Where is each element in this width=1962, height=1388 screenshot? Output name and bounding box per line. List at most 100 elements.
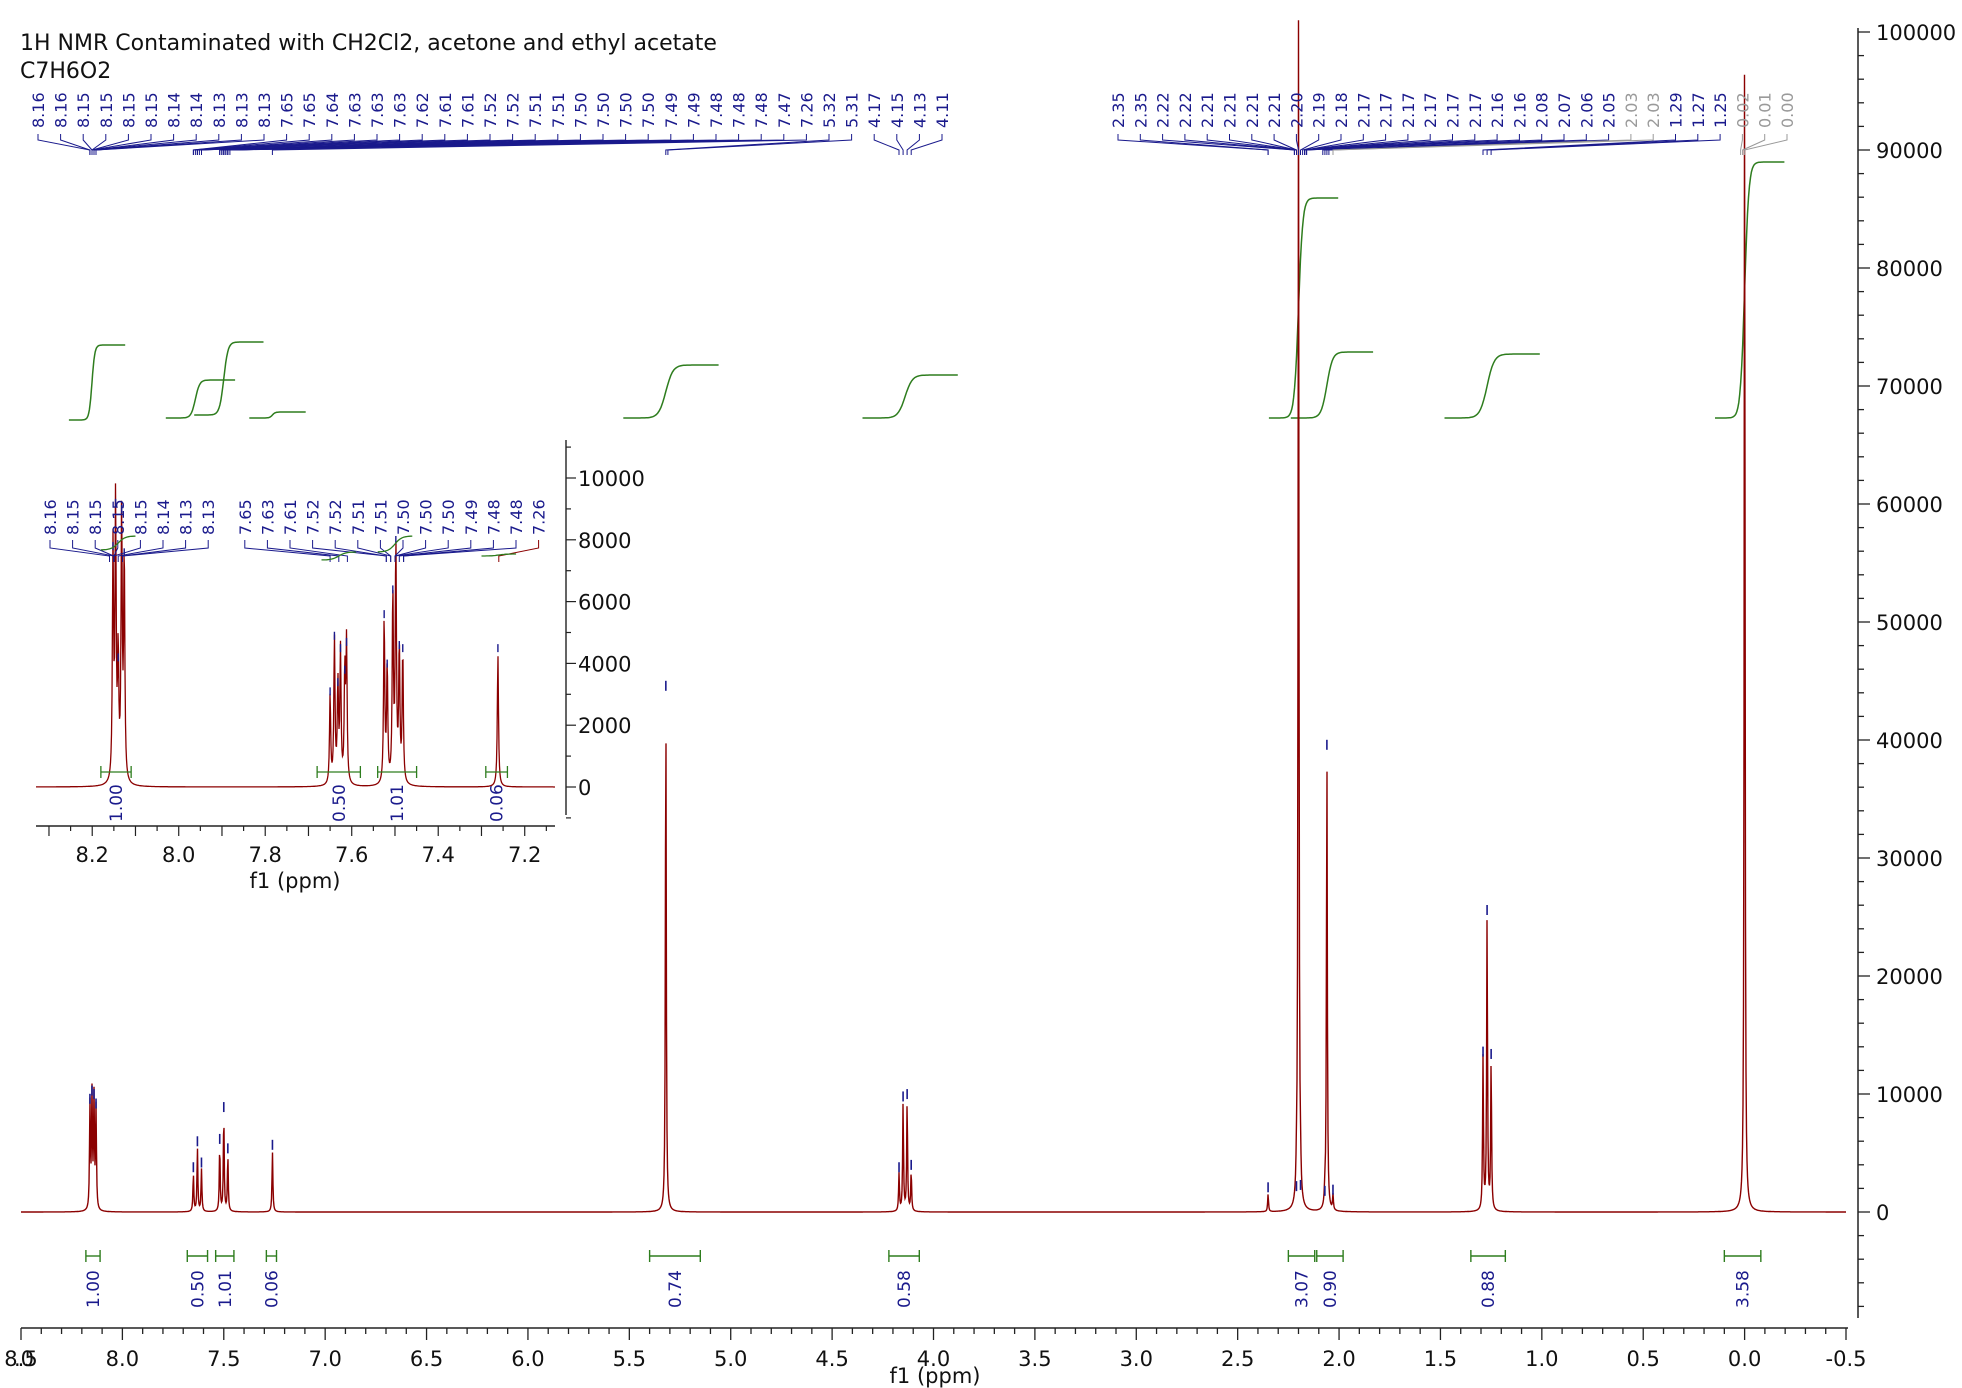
inset-x-tick-label: 7.4 xyxy=(422,843,455,867)
inset-peak-label: 8.13 xyxy=(177,499,196,535)
main-x-tick-label: 1.5 xyxy=(1424,1347,1457,1371)
inset-peak-label-connector xyxy=(498,540,540,562)
main-peak-label-connector xyxy=(82,134,93,155)
main-peak-label: 2.17 xyxy=(1354,92,1373,128)
main-peak-label: 7.50 xyxy=(617,92,636,128)
main-peak-label-connector xyxy=(1300,134,1320,155)
main-peak-label-connector xyxy=(201,134,468,155)
title-block: 1H NMR Contaminated with CH2Cl2, acetone… xyxy=(20,30,717,86)
inset-peak-label: 7.26 xyxy=(530,499,549,535)
main-x-tick-label: 8.5 xyxy=(4,1347,37,1371)
inset-peak-label-connector xyxy=(244,540,331,562)
main-y-tick-label: 50000 xyxy=(1876,611,1943,635)
main-peak-label: 2.17 xyxy=(1466,92,1485,128)
inset-peak-label-connector xyxy=(394,540,449,562)
main-peak-label: 8.16 xyxy=(29,92,48,128)
main-x-tick-label: 3.5 xyxy=(1018,1347,1051,1371)
inset-integral-value: 1.01 xyxy=(388,784,408,822)
main-integral-curve xyxy=(194,341,264,416)
main-peak-label-connector xyxy=(1482,134,1676,155)
main-peak-labels: 8.16 8.16 8.15 8.15 8.15 8.15 8.14 8.14 8.13 8.13… xyxy=(29,92,1797,155)
main-peak-label: 2.21 xyxy=(1221,92,1240,128)
inset-peak-label: 7.61 xyxy=(281,499,300,535)
main-integral-value: 0.88 xyxy=(1479,1270,1499,1308)
main-peak-label: 7.48 xyxy=(752,92,771,128)
main-y-tick-label: 0 xyxy=(1876,1201,1889,1225)
inset-peak-label: 8.14 xyxy=(154,499,173,535)
inset-peak-label: 7.65 xyxy=(236,499,255,535)
main-integral-curve xyxy=(623,364,719,419)
main-peak-label-connector xyxy=(665,134,830,155)
main-peak-label: 2.35 xyxy=(1109,92,1128,128)
main-integral-value: 0.58 xyxy=(895,1270,915,1308)
main-peak-label: 7.64 xyxy=(323,92,342,128)
main-x-tick-label: 2.0 xyxy=(1322,1347,1355,1371)
main-peak-label: 2.35 xyxy=(1131,92,1150,128)
inset-peak-label: 8.15 xyxy=(86,499,105,535)
main-integral-value: 0.74 xyxy=(666,1270,686,1308)
main-peak-label: 7.52 xyxy=(481,92,500,128)
main-peak-label-connector xyxy=(1740,134,1743,155)
main-integral-curve xyxy=(1444,353,1540,419)
inset-peak-label: 7.50 xyxy=(417,499,436,535)
main-peak-label: 2.07 xyxy=(1555,92,1574,128)
main-peak-label: 7.65 xyxy=(278,92,297,128)
main-peak-label-connector xyxy=(1139,134,1269,155)
main-y-tick-label: 20000 xyxy=(1876,965,1943,989)
main-x-tick-label: .0 xyxy=(14,1347,34,1371)
main-peak-label-connector xyxy=(1744,134,1788,155)
main-peak-label-connector xyxy=(93,134,197,155)
inset-peak-label-connector xyxy=(94,540,115,562)
main-peak-label: 7.48 xyxy=(707,92,726,128)
main-y-tick-label: 40000 xyxy=(1876,729,1943,753)
main-x-tick-label: 7.5 xyxy=(207,1347,240,1371)
main-peak-label: 2.22 xyxy=(1176,92,1195,128)
main-x-tick-label: 4.5 xyxy=(815,1347,848,1371)
inset-peak-label: 7.52 xyxy=(326,499,345,535)
main-x-tick-label: 1.0 xyxy=(1525,1347,1558,1371)
main-peak-label-connector xyxy=(229,134,785,155)
main-peak-label-connector xyxy=(194,134,333,155)
main-x-tick-label: 4.0 xyxy=(917,1347,950,1371)
inset-peak-label: 8.13 xyxy=(199,499,218,535)
main-spectrum xyxy=(21,20,1846,1213)
main-peak-label-connector xyxy=(198,134,423,155)
main-peak-label: 2.21 xyxy=(1198,92,1217,128)
main-peak-label: 2.19 xyxy=(1310,92,1329,128)
main-x-axis: .08.5 8.0 7.5 7.0 6.5 6.0 5.5 5.0 4.5 4.0 3.5 3.0 2.… xyxy=(4,1327,1866,1371)
main-spectrum-line xyxy=(21,20,1846,1213)
main-peak-label: 7.61 xyxy=(436,92,455,128)
main-peak-label: 1.25 xyxy=(1711,92,1730,128)
main-peak-label: 7.47 xyxy=(775,92,794,128)
main-peak-label-connector xyxy=(196,134,401,155)
main-integral-curve xyxy=(1268,197,1339,419)
main-peak-label: 2.21 xyxy=(1265,92,1284,128)
inset-integral-value: 0.06 xyxy=(488,784,508,822)
main-peak-label: 5.32 xyxy=(820,92,839,128)
inset-x-tick-label: 7.8 xyxy=(249,843,282,867)
main-peak-label: 4.11 xyxy=(933,92,952,128)
main-peak-label-connector xyxy=(1322,134,1543,155)
main-integral-curve xyxy=(165,379,236,419)
main-x-axis-title: f1 (ppm) xyxy=(890,1364,981,1388)
main-peak-label-connector xyxy=(667,134,853,155)
inset-peak-label-connector xyxy=(72,540,115,562)
main-integral-curve xyxy=(68,344,126,421)
main-peak-label: 2.22 xyxy=(1154,92,1173,128)
main-integral-curves xyxy=(68,161,1785,421)
inset-peak-label: 8.15 xyxy=(131,499,150,535)
main-peak-label: 4.13 xyxy=(910,92,929,128)
inset-peak-label-connector xyxy=(289,540,348,562)
main-peak-label: 8.16 xyxy=(52,92,71,128)
inset-peak-label: 8.15 xyxy=(109,499,128,535)
inset-peak-label-connector xyxy=(312,540,387,562)
main-peak-label: 2.17 xyxy=(1444,92,1463,128)
inset-y-tick-label: 6000 xyxy=(578,591,631,615)
inset-peak-label-connector xyxy=(379,540,392,562)
main-peak-label-connector xyxy=(1302,134,1342,155)
inset-y-tick-label: 8000 xyxy=(578,529,631,553)
chart-subtitle: C7H6O2 xyxy=(20,59,112,84)
main-peak-label-connector xyxy=(91,134,152,155)
main-peak-label: 1.27 xyxy=(1689,92,1708,128)
main-peak-label: 4.15 xyxy=(888,92,907,128)
